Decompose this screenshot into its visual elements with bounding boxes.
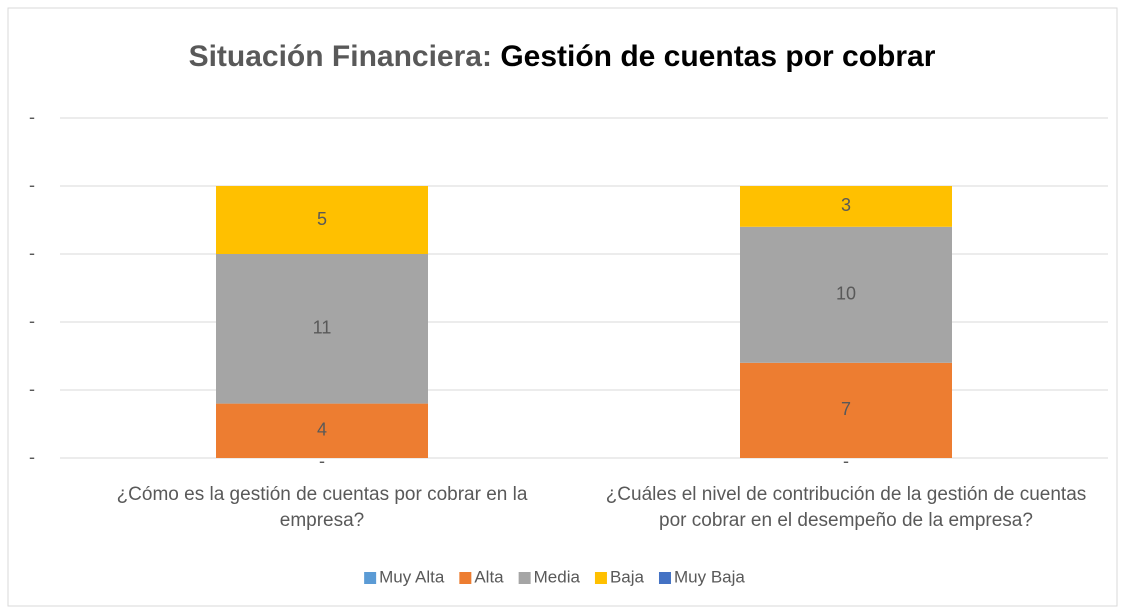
legend-swatch [658,572,671,584]
data-label: 4 [317,420,327,440]
title-lead: Situación Financiera: [189,40,492,73]
x-tick-label: ¿Cómo es la gestión de cuentas por cobra… [116,484,528,531]
legend-label: Muy Baja [674,567,745,586]
y-tick-label: - [29,243,35,263]
data-label: - [319,451,325,471]
legend-label: Baja [610,567,645,586]
y-tick-label: - [29,447,35,467]
y-tick-label: - [29,379,35,399]
legend-swatch [364,572,377,584]
bar-segment [740,226,952,363]
legend-label: Media [534,567,581,586]
bar-segment [216,254,428,404]
x-tick-label: ¿Cuáles el nivel de contribución de la g… [605,484,1087,531]
bar-segment [740,362,952,458]
y-tick-label: - [29,107,35,127]
data-label: 3 [841,195,851,215]
legend-swatch [518,572,531,584]
data-label: - [843,451,849,471]
data-label: 5 [317,209,327,229]
chart-title: Situación Financiera: Gestión de cuentas… [189,40,936,73]
bar-segment [740,186,952,227]
title-main: Gestión de cuentas por cobrar [500,40,935,73]
y-tick-label: - [29,175,35,195]
data-label: 11 [313,318,332,338]
legend-swatch [594,572,607,584]
legend-label: Alta [474,567,504,586]
legend-swatch [459,572,472,584]
bar-segment [216,186,428,254]
y-tick-label: - [29,311,35,331]
data-label: 10 [836,284,856,304]
bar-segment [216,403,428,458]
legend-label: Muy Alta [379,567,445,586]
data-label: 7 [841,399,851,419]
